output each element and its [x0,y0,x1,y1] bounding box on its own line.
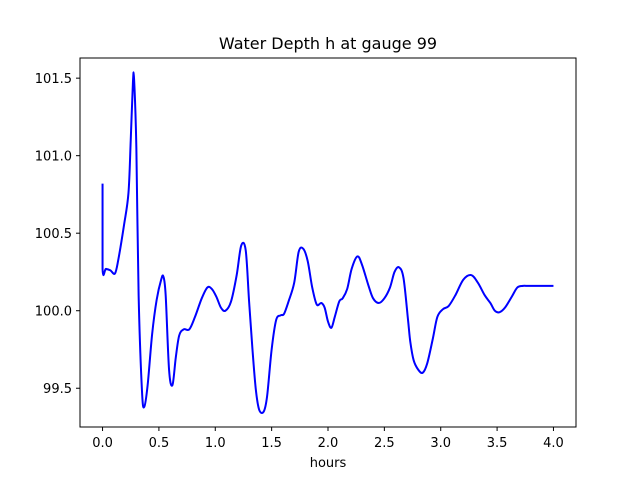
y-tick-label: 101.0 [35,150,72,165]
y-tick-label: 100.0 [35,305,72,320]
x-tick-label: 2.0 [318,436,339,451]
x-axis: 0.0 0.5 1.0 1.5 2.0 2.5 3.0 3.5 4.0 [92,427,564,451]
x-tick-label: 1.5 [261,436,282,451]
y-tick-label: 101.5 [35,72,72,87]
x-tick-label: 0.0 [92,436,113,451]
x-tick-label: 3.5 [487,436,508,451]
x-tick-label: 3.0 [430,436,451,451]
x-axis-label: hours [310,456,347,471]
x-tick-label: 4.0 [543,436,564,451]
x-tick-label: 0.5 [149,436,170,451]
chart-title: Water Depth h at gauge 99 [219,34,437,53]
y-tick-label: 99.5 [43,382,72,397]
series-line [101,71,554,414]
x-tick-label: 1.0 [205,436,226,451]
y-axis: 99.5 100.0 100.5 101.0 101.5 [35,72,80,397]
x-tick-label: 2.5 [374,436,395,451]
y-tick-label: 100.5 [35,227,72,242]
